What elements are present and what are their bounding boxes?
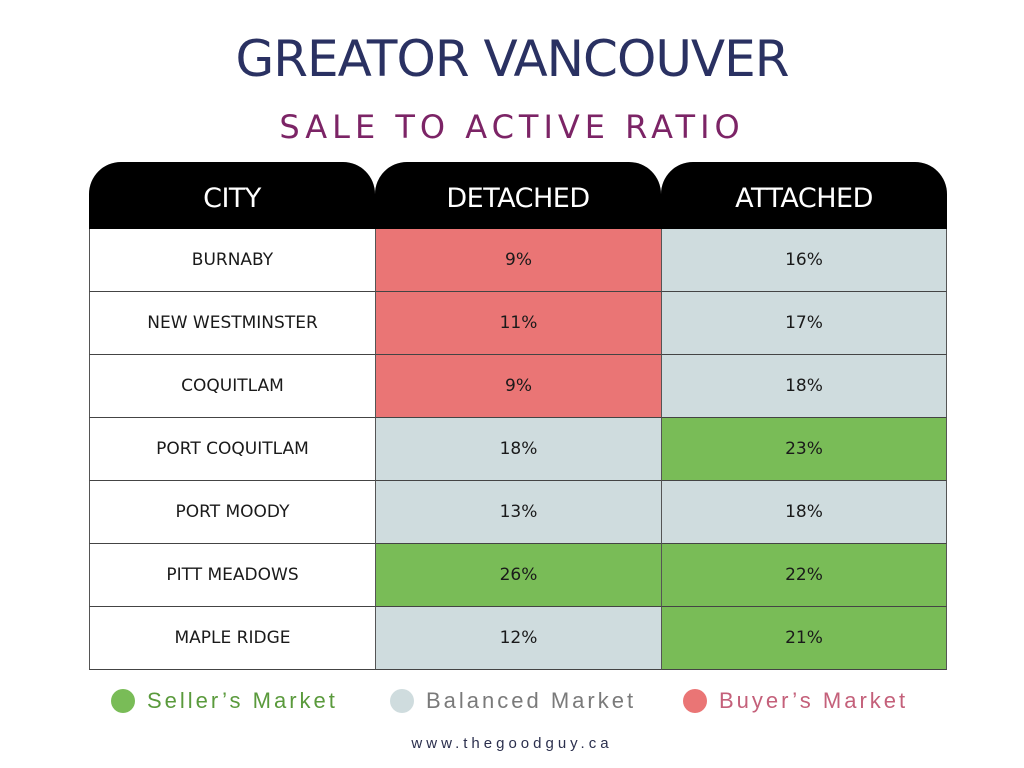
legend-label: Seller’s Market bbox=[147, 688, 338, 713]
detached-cell: 13% bbox=[375, 481, 661, 544]
ratio-table: CITY DETACHED ATTACHED BURNABY 9% 16% NEW W… bbox=[89, 162, 947, 670]
attached-cell: 18% bbox=[661, 355, 947, 418]
table-row: NEW WESTMINSTER 11% 17% bbox=[89, 292, 947, 355]
detached-cell: 18% bbox=[375, 418, 661, 481]
legend-item-buyers: Buyer’s Market bbox=[683, 686, 908, 716]
page-subtitle: SALE TO ACTIVE RATIO bbox=[279, 108, 745, 146]
table-row: BURNABY 9% 16% bbox=[89, 229, 947, 292]
city-cell: BURNABY bbox=[89, 229, 375, 292]
detached-cell: 12% bbox=[375, 607, 661, 670]
page-title: GREATOR VANCOUVER bbox=[235, 30, 790, 88]
attached-cell: 22% bbox=[661, 544, 947, 607]
legend-item-sellers: Seller’s Market bbox=[111, 686, 338, 716]
table-row: PITT MEADOWS 26% 22% bbox=[89, 544, 947, 607]
attached-cell: 21% bbox=[661, 607, 947, 670]
circle-icon bbox=[390, 689, 414, 713]
website-url: www.thegoodguy.ca bbox=[411, 735, 613, 752]
attached-cell: 18% bbox=[661, 481, 947, 544]
detached-cell: 26% bbox=[375, 544, 661, 607]
city-cell: PORT MOODY bbox=[89, 481, 375, 544]
city-cell: PITT MEADOWS bbox=[89, 544, 375, 607]
attached-cell: 23% bbox=[661, 418, 947, 481]
table-row: PORT COQUITLAM 18% 23% bbox=[89, 418, 947, 481]
column-header-city: CITY bbox=[89, 162, 375, 229]
city-cell: COQUITLAM bbox=[89, 355, 375, 418]
column-header-attached: ATTACHED bbox=[661, 162, 947, 229]
table-row: COQUITLAM 9% 18% bbox=[89, 355, 947, 418]
attached-cell: 17% bbox=[661, 292, 947, 355]
table-header: CITY DETACHED ATTACHED bbox=[89, 162, 947, 229]
city-cell: PORT COQUITLAM bbox=[89, 418, 375, 481]
attached-cell: 16% bbox=[661, 229, 947, 292]
legend-label: Balanced Market bbox=[426, 688, 637, 713]
city-cell: MAPLE RIDGE bbox=[89, 607, 375, 670]
table-body: BURNABY 9% 16% NEW WESTMINSTER 11% 17% COQUITL… bbox=[89, 229, 947, 670]
legend-item-balanced: Balanced Market bbox=[390, 686, 636, 716]
circle-icon bbox=[683, 689, 707, 713]
detached-cell: 11% bbox=[375, 292, 661, 355]
detached-cell: 9% bbox=[375, 355, 661, 418]
legend: Seller’s Market Balanced Market Buyer’s Ma… bbox=[0, 686, 1024, 716]
circle-icon bbox=[111, 689, 135, 713]
table-row: MAPLE RIDGE 12% 21% bbox=[89, 607, 947, 670]
legend-label: Buyer’s Market bbox=[719, 688, 909, 713]
city-cell: NEW WESTMINSTER bbox=[89, 292, 375, 355]
detached-cell: 9% bbox=[375, 229, 661, 292]
table-row: PORT MOODY 13% 18% bbox=[89, 481, 947, 544]
column-header-detached: DETACHED bbox=[375, 162, 661, 229]
